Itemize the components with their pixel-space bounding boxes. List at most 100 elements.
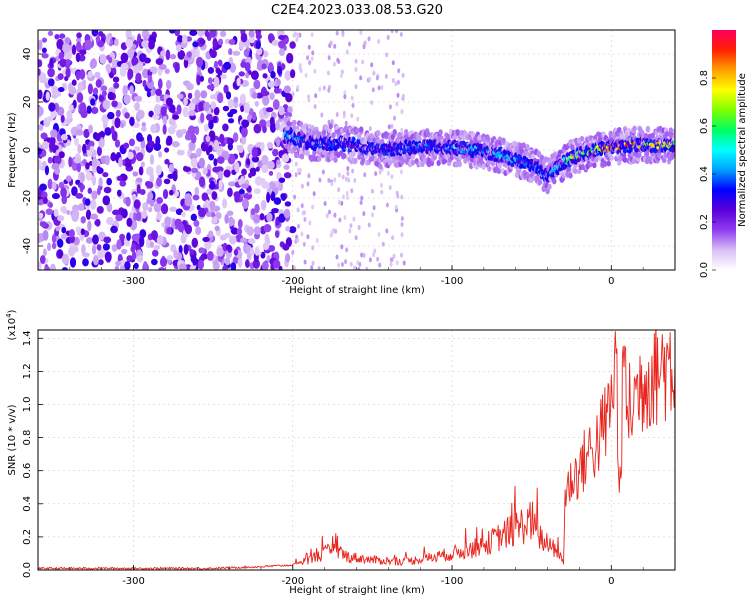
noise-speckle xyxy=(68,104,74,111)
ridge-halo xyxy=(645,126,651,133)
noise-speckle xyxy=(91,175,97,186)
noise-speckle xyxy=(218,179,223,190)
noise-speckle xyxy=(206,84,215,90)
streak-speckle xyxy=(358,261,362,267)
ridge-halo xyxy=(496,168,502,175)
noise-speckle xyxy=(43,196,48,204)
noise-speckle xyxy=(38,124,44,131)
noise-speckle xyxy=(49,139,56,151)
noise-speckle xyxy=(262,73,268,79)
noise-speckle xyxy=(178,245,183,254)
noise-speckle xyxy=(79,69,86,80)
streak-speckle xyxy=(395,101,399,107)
noise-speckle xyxy=(132,64,140,74)
noise-speckle xyxy=(253,226,261,235)
noise-speckle xyxy=(120,52,129,63)
streak-speckle xyxy=(368,257,372,263)
noise-speckle xyxy=(227,98,234,109)
ridge-halo xyxy=(321,129,327,136)
noise-speckle xyxy=(240,135,247,145)
noise-speckle xyxy=(96,146,102,157)
noise-speckle xyxy=(236,227,243,235)
streak-speckle xyxy=(318,177,322,183)
noise-speckle xyxy=(176,104,182,115)
noise-speckle xyxy=(224,232,231,238)
streak-speckle xyxy=(342,110,346,116)
noise-speckle xyxy=(288,226,297,234)
noise-speckle xyxy=(237,257,243,269)
streak-speckle xyxy=(395,260,399,266)
noise-speckle xyxy=(200,90,208,99)
snr-x-tick-label: -100 xyxy=(441,576,464,587)
noise-speckle xyxy=(95,79,102,88)
noise-speckle xyxy=(273,87,281,94)
ridge-halo xyxy=(438,129,443,136)
streak-speckle xyxy=(368,126,372,132)
noise-speckle xyxy=(147,206,153,213)
noise-speckle xyxy=(47,178,53,190)
noise-speckle xyxy=(98,177,103,187)
noise-speckle xyxy=(262,242,270,251)
noise-speckle xyxy=(228,38,236,45)
noise-speckle xyxy=(162,124,167,135)
streak-speckle xyxy=(385,228,389,234)
ridge-halo xyxy=(455,130,460,137)
noise-speckle xyxy=(68,246,75,257)
ridge-halo xyxy=(331,132,336,139)
streak-speckle xyxy=(377,85,381,91)
noise-speckle xyxy=(164,158,170,165)
noise-speckle xyxy=(127,151,134,160)
spectrogram-marks xyxy=(38,30,675,270)
streak-speckle xyxy=(362,211,366,217)
streak-speckle xyxy=(401,93,405,99)
streak-speckle xyxy=(321,169,325,175)
streak-speckle xyxy=(335,112,339,118)
noise-speckle xyxy=(47,78,55,87)
noise-speckle xyxy=(266,141,274,149)
streak-speckle xyxy=(350,113,354,119)
noise-speckle xyxy=(85,162,90,170)
noise-speckle xyxy=(41,47,47,54)
noise-speckle xyxy=(166,135,173,146)
streak-speckle xyxy=(402,260,406,266)
noise-speckle xyxy=(141,210,148,219)
noise-speckle xyxy=(283,164,290,170)
noise-speckle xyxy=(233,191,241,199)
streak-speckle xyxy=(401,72,405,78)
noise-speckle xyxy=(186,51,192,58)
noise-speckle xyxy=(68,86,77,95)
noise-speckle xyxy=(78,203,85,211)
noise-speckle xyxy=(132,122,141,129)
noise-speckle xyxy=(263,223,272,233)
noise-speckle xyxy=(184,224,193,235)
noise-speckle xyxy=(187,92,193,100)
noise-speckle xyxy=(82,258,89,267)
streak-speckle xyxy=(293,194,297,200)
snr-y-ticks: 0.0 0.2 0.4 0.6 0.8 1.0 1.2 1.4 xyxy=(22,330,43,578)
streak-speckle xyxy=(394,204,398,210)
streak-speckle xyxy=(390,30,394,34)
ridge-peak xyxy=(672,141,675,145)
noise-speckle xyxy=(74,137,79,147)
noise-speckle xyxy=(160,106,167,117)
streak-speckle xyxy=(312,191,316,197)
ridge-halo xyxy=(524,149,529,156)
snr-x-tick-label: 0 xyxy=(608,576,614,587)
noise-speckle xyxy=(76,92,84,103)
streak-speckle xyxy=(400,216,404,222)
noise-speckle xyxy=(275,120,280,131)
streak-speckle xyxy=(354,66,358,72)
noise-speckle xyxy=(166,254,174,261)
noise-speckle xyxy=(283,85,291,94)
noise-speckle xyxy=(75,226,82,234)
noise-speckle xyxy=(89,145,94,154)
streak-speckle xyxy=(313,68,317,74)
noise-speckle xyxy=(158,64,167,70)
noise-speckle xyxy=(272,148,279,157)
ridge-halo xyxy=(609,154,614,161)
noise-speckle xyxy=(285,253,291,263)
streak-speckle xyxy=(371,87,375,93)
ridge-halo xyxy=(643,132,649,139)
noise-speckle xyxy=(129,85,134,95)
noise-speckle xyxy=(239,93,247,105)
